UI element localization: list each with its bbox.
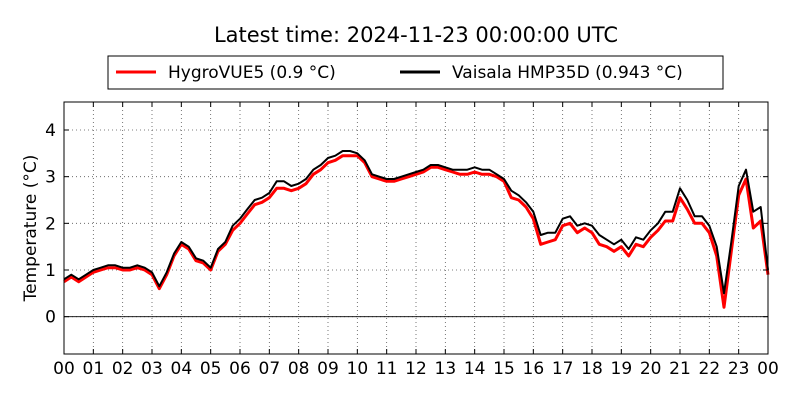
plot-frame <box>63 101 769 355</box>
x-tick-label: 01 <box>83 359 105 379</box>
x-tick-label: 02 <box>112 359 134 379</box>
x-tick-label: 00 <box>757 359 779 379</box>
y-tick-label: 3 <box>45 168 56 188</box>
grid <box>64 102 768 354</box>
x-tick-label: 17 <box>552 359 574 379</box>
x-tick-label: 08 <box>288 359 310 379</box>
x-tick-label: 23 <box>728 359 750 379</box>
x-tick-label: 10 <box>347 359 369 379</box>
x-tick-label: 06 <box>229 359 251 379</box>
x-tick-label: 21 <box>669 359 691 379</box>
x-tick-label: 22 <box>699 359 721 379</box>
y-axis-label: Temperature (°C) <box>21 155 41 303</box>
x-axis: 00 01 02 03 04 05 06 07 08 09 10 11 12 13 14 15 16 17 18 19… <box>53 102 779 379</box>
x-tick-label: 12 <box>405 359 427 379</box>
chart-title: Latest time: 2024-11-23 00:00:00 UTC <box>214 23 618 47</box>
x-tick-label: 18 <box>581 359 603 379</box>
x-tick-label: 00 <box>53 359 75 379</box>
y-tick-label: 2 <box>45 214 56 234</box>
y-axis: 0 1 2 3 4 <box>45 121 768 328</box>
x-tick-label: 03 <box>141 359 163 379</box>
series-line-vaisala <box>63 150 769 295</box>
legend-label-hygrovue: HygroVUE5 (0.9 °C) <box>168 63 336 83</box>
legend: HygroVUE5 (0.9 °C) Vaisala HMP35D (0.943… <box>107 55 724 90</box>
y-tick-label: 1 <box>45 261 56 281</box>
y-tick-label: 0 <box>45 308 56 328</box>
x-tick-label: 15 <box>493 359 515 379</box>
x-tick-label: 16 <box>523 359 545 379</box>
x-tick-label: 04 <box>171 359 193 379</box>
series-layer <box>63 150 770 309</box>
x-tick-label: 20 <box>640 359 662 379</box>
x-tick-label: 19 <box>611 359 633 379</box>
series-line-hygrovue <box>63 154 770 309</box>
x-tick-label: 13 <box>435 359 457 379</box>
x-tick-label: 07 <box>259 359 281 379</box>
x-tick-label: 09 <box>317 359 339 379</box>
x-tick-label: 05 <box>200 359 222 379</box>
y-tick-label: 4 <box>45 121 56 141</box>
legend-label-vaisala: Vaisala HMP35D (0.943 °C) <box>452 63 683 83</box>
x-tick-label: 11 <box>376 359 398 379</box>
x-tick-label: 14 <box>464 359 486 379</box>
